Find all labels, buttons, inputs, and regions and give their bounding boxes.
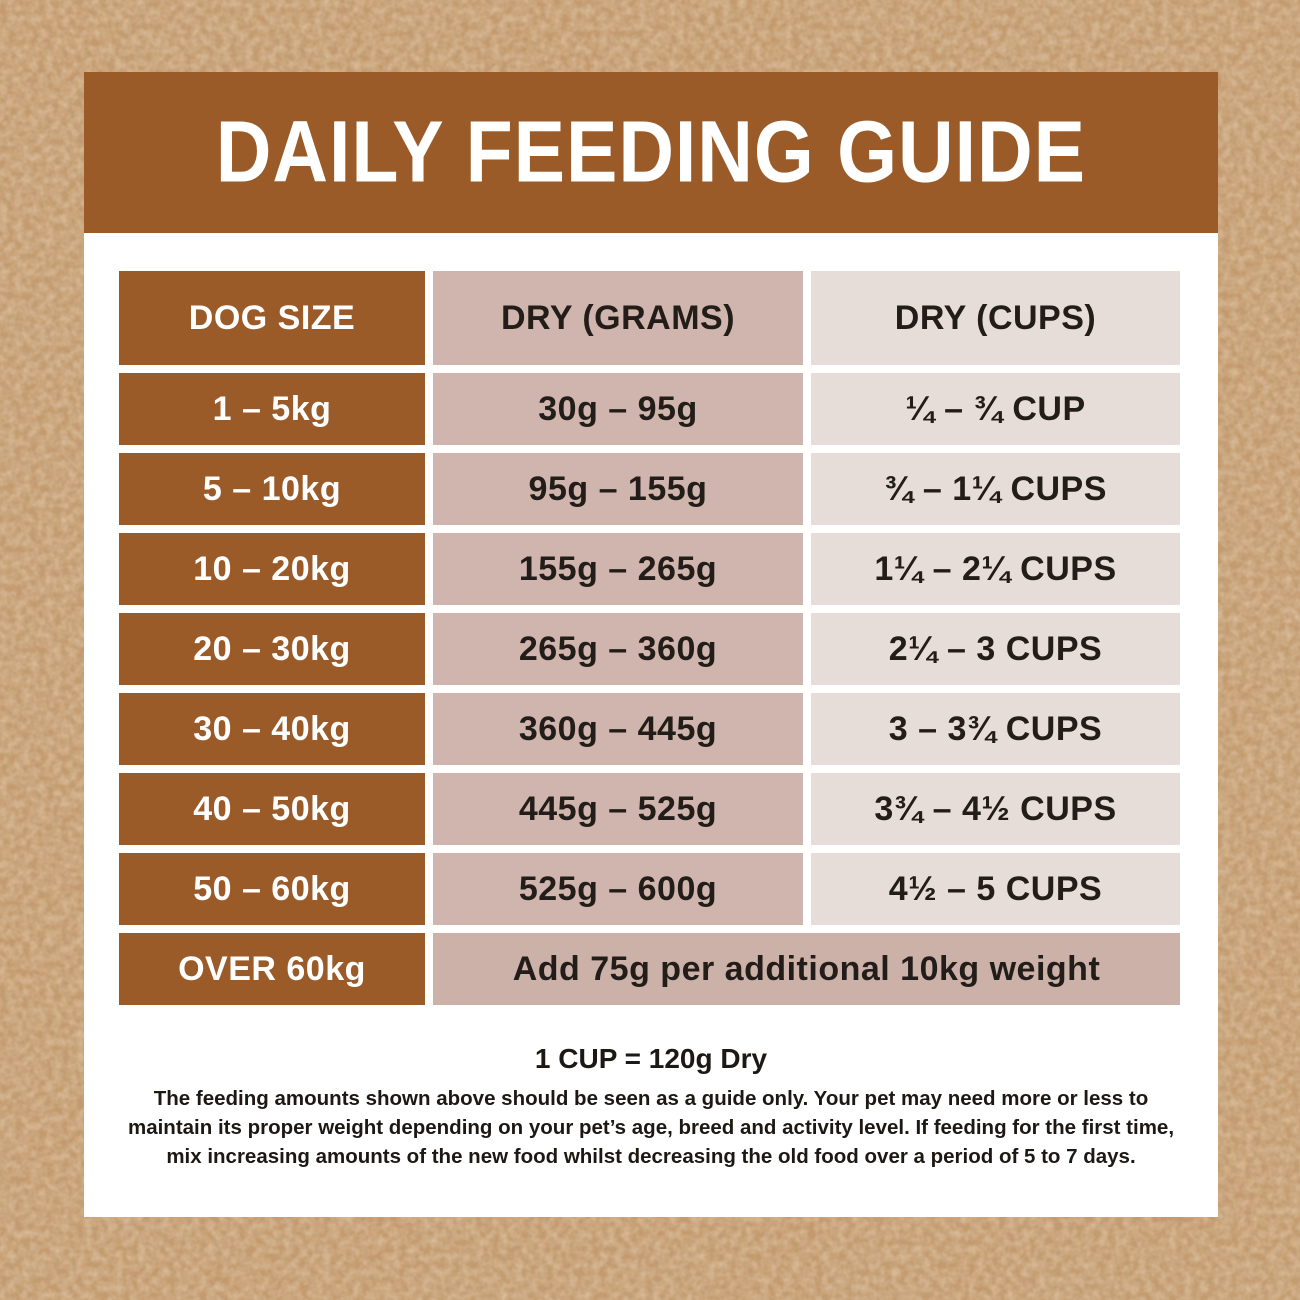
header-cell-dog-size: DOG SIZE (119, 271, 425, 365)
dog-size-cell: 10 – 20kg (119, 533, 425, 605)
grams-cell: 155g – 265g (433, 533, 803, 605)
dog-size-cell: 30 – 40kg (119, 693, 425, 765)
cups-cell: 1¼ – 2¼ CUPS (811, 533, 1180, 605)
grams-cell: 360g – 445g (433, 693, 803, 765)
grams-cell: 95g – 155g (433, 453, 803, 525)
cups-cell: 3¾ – 4½ CUPS (811, 773, 1180, 845)
cups-cell: ¾ – 1¼ CUPS (811, 453, 1180, 525)
grams-cell: 525g – 600g (433, 853, 803, 925)
disclaimer-line: The feeding amounts shown above should b… (153, 1087, 1149, 1110)
dog-size-cell: OVER 60kg (119, 933, 425, 1005)
dog-size-cell: 5 – 10kg (119, 453, 425, 525)
grams-cell: 445g – 525g (433, 773, 803, 845)
cups-cell: 4½ – 5 CUPS (811, 853, 1180, 925)
disclaimer-line: maintain its proper weight depending on … (127, 1116, 1175, 1139)
dog-size-cell: 20 – 30kg (119, 613, 425, 685)
cups-cell: 3 – 3¾ CUPS (811, 693, 1180, 765)
cup-conversion-note: 1 CUP = 120g Dry (534, 1043, 768, 1074)
over-60kg-note-cell: Add 75g per additional 10kg weight (433, 933, 1180, 1005)
page-title: DAILY FEEDING GUIDE (215, 103, 1087, 201)
feeding-disclaimer: The feeding amounts shown above should b… (84, 1084, 1218, 1171)
header-cell-dry-grams: DRY (GRAMS) (433, 271, 803, 365)
guide-card: DAILY FEEDING GUIDE DOG SIZE DRY (GRAMS)… (84, 72, 1218, 1217)
title-bar: DAILY FEEDING GUIDE (84, 72, 1218, 233)
grams-cell: 265g – 360g (433, 613, 803, 685)
dog-size-cell: 1 – 5kg (119, 373, 425, 445)
disclaimer-line: mix increasing amounts of the new food w… (166, 1145, 1136, 1168)
cups-cell: ¼ – ¾ CUP (811, 373, 1180, 445)
cups-cell: 2¼ – 3 CUPS (811, 613, 1180, 685)
header-cell-dry-cups: DRY (CUPS) (811, 271, 1180, 365)
feeding-table: DOG SIZE DRY (GRAMS) DRY (CUPS) 1 – 5kg … (119, 271, 1180, 1005)
dog-size-cell: 40 – 50kg (119, 773, 425, 845)
grams-cell: 30g – 95g (433, 373, 803, 445)
dog-size-cell: 50 – 60kg (119, 853, 425, 925)
